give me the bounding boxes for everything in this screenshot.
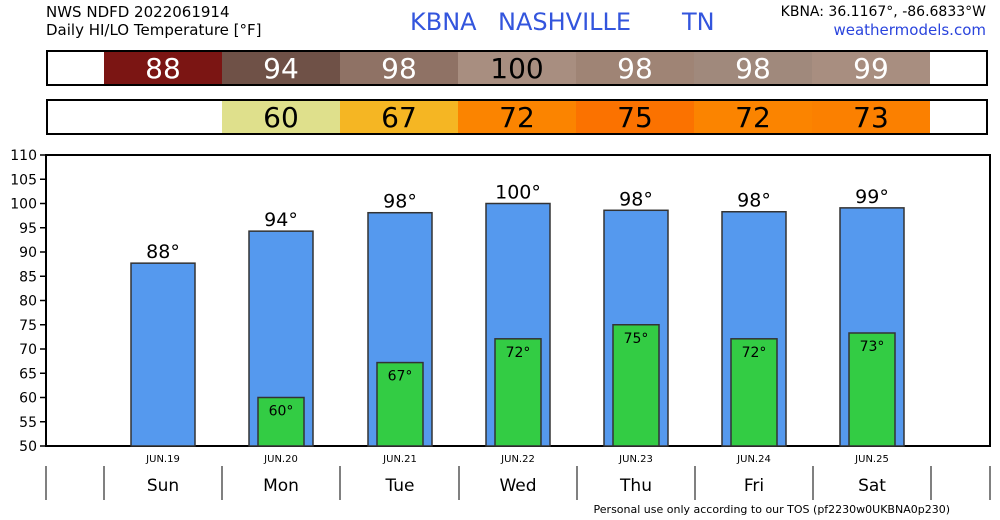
y-tick-label: 65 [19, 366, 37, 382]
station-coords: KBNA: 36.1167°, -86.6833°W [780, 4, 986, 20]
hi-bar-label: 88° [146, 241, 180, 263]
lo-bar-label: 60° [269, 404, 294, 420]
hi-bar-label: 98° [737, 190, 771, 212]
lo-bar-label: 72° [742, 345, 767, 361]
date-label: JUN.22 [500, 454, 535, 465]
hi-cell: 100 [458, 52, 576, 85]
date-label: JUN.20 [263, 454, 298, 465]
y-tick-label: 110 [10, 148, 37, 164]
day-label: Wed [499, 476, 536, 496]
day-label: Sat [858, 476, 886, 496]
lo-bar [257, 396, 305, 447]
day-label: Tue [384, 476, 414, 496]
lo-cell: 67 [340, 101, 458, 134]
lo-bar-label: 75° [624, 331, 649, 347]
lo-bar [612, 324, 660, 447]
hi-cell: 98 [694, 52, 812, 85]
day-label: Fri [744, 476, 764, 496]
footer-note: Personal use only according to our TOS (… [593, 503, 950, 516]
lo-cell: 73 [812, 101, 930, 134]
y-tick-label: 100 [10, 197, 37, 213]
lo-cell: 60 [222, 101, 340, 134]
y-tick-label: 75 [19, 318, 37, 334]
date-label: JUN.23 [618, 454, 653, 465]
day-label: Sun [147, 476, 179, 496]
site-link[interactable]: weathermodels.com [833, 21, 986, 39]
hi-bar-label: 100° [495, 182, 541, 204]
day-label: Mon [263, 476, 299, 496]
y-tick-label: 55 [19, 415, 37, 431]
hi-temperature-strip: 88 94 98 100 98 98 99 [46, 50, 988, 86]
lo-bar [848, 332, 896, 447]
product-title: NWS NDFD 2022061914 [46, 3, 230, 21]
hi-cell: 98 [340, 52, 458, 85]
y-tick-label: 85 [19, 269, 37, 285]
hi-bar-label: 99° [855, 186, 889, 208]
hi-cell: 94 [222, 52, 340, 85]
hi-bar-label: 98° [383, 191, 417, 213]
lo-bar [730, 338, 778, 447]
lo-cell [104, 101, 222, 133]
date-label: JUN.21 [382, 454, 417, 465]
hi-bar-label: 98° [619, 188, 653, 210]
y-tick-label: 105 [10, 172, 37, 188]
hi-bar-label: 94° [264, 209, 298, 231]
date-label: JUN.19 [145, 454, 180, 465]
lo-bar [376, 361, 424, 447]
y-tick-label: 50 [19, 439, 37, 455]
date-label: JUN.25 [854, 454, 889, 465]
y-tick-label: 70 [19, 342, 37, 358]
y-tick-label: 80 [19, 294, 37, 310]
lo-bar [494, 338, 542, 447]
lo-cell: 75 [576, 101, 694, 134]
y-tick-label: 95 [19, 221, 37, 237]
y-tick-label: 90 [19, 245, 37, 261]
y-tick-label: 60 [19, 391, 37, 407]
lo-bar-label: 72° [506, 345, 531, 361]
hi-cell: 88 [104, 52, 222, 85]
hi-bar [130, 262, 196, 447]
product-subtitle: Daily HI/LO Temperature [°F] [46, 21, 262, 39]
day-label: Thu [619, 476, 652, 496]
lo-cell: 72 [694, 101, 812, 134]
lo-bar-label: 73° [860, 339, 885, 355]
hi-cell: 98 [576, 52, 694, 85]
date-label: JUN.24 [736, 454, 771, 465]
hi-cell: 99 [812, 52, 930, 85]
lo-cell: 72 [458, 101, 576, 134]
lo-bar-label: 67° [388, 369, 413, 385]
lo-temperature-strip: 60 67 72 75 72 73 [46, 99, 988, 135]
